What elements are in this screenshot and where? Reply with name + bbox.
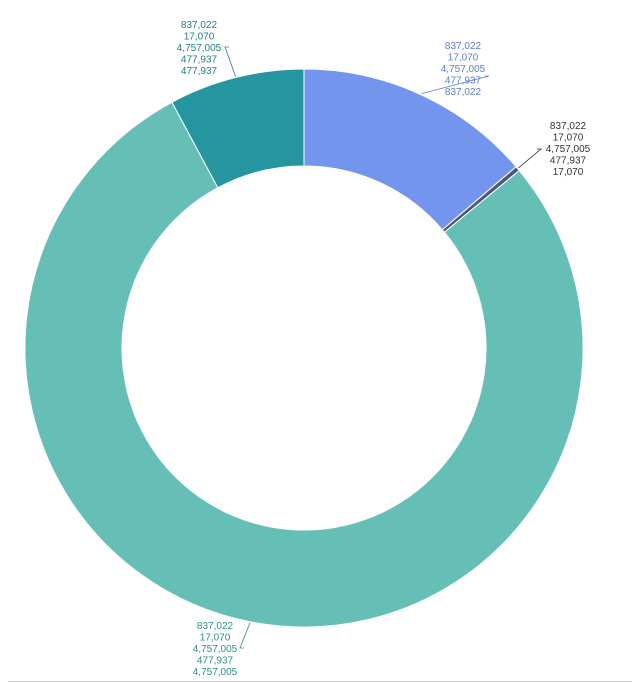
data-label-line: 837,022 <box>445 87 482 98</box>
data-label-line: 477,937 <box>197 656 234 667</box>
data-label-line: 17,070 <box>553 167 584 178</box>
data-label-line: 4,757,005 <box>546 144 591 155</box>
label-connector-3 <box>239 622 251 649</box>
data-label-line: 837,022 <box>550 121 587 132</box>
data-label-line: 837,022 <box>445 41 482 52</box>
data-label-line: 4,757,005 <box>193 667 238 678</box>
data-label-line: 4,757,005 <box>193 644 238 655</box>
data-label-line: 477,937 <box>445 76 482 87</box>
label-connector-4 <box>224 46 237 77</box>
data-label-line: 477,937 <box>181 55 218 66</box>
data-label-line: 4,757,005 <box>441 64 486 75</box>
data-label-line: 17,070 <box>184 32 215 43</box>
data-label-line: 837,022 <box>181 20 218 31</box>
donut-slice-4[interactable] <box>171 68 305 189</box>
data-label-line: 17,070 <box>200 633 231 644</box>
data-label-line: 17,070 <box>553 133 584 144</box>
data-label-line: 17,070 <box>448 53 479 64</box>
label-connector-1 <box>421 75 490 95</box>
data-label-line: 477,937 <box>181 66 218 77</box>
data-label-line: 837,022 <box>197 621 234 632</box>
label-connector-2 <box>518 148 543 169</box>
donut-slice-3[interactable] <box>24 101 584 628</box>
data-label-line: 4,757,005 <box>177 43 222 54</box>
data-label-line: 477,937 <box>550 156 587 167</box>
